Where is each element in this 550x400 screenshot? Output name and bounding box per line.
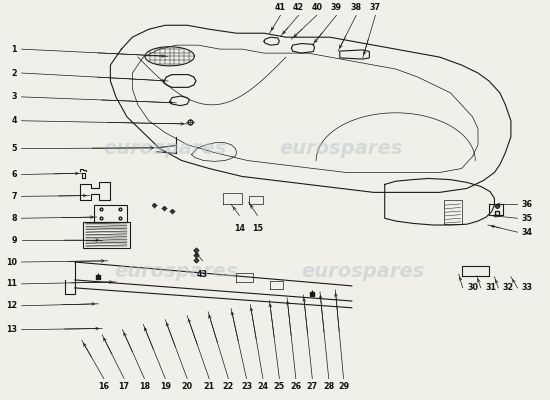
Text: 40: 40: [311, 3, 322, 12]
Text: 42: 42: [293, 3, 304, 12]
Text: 7: 7: [12, 192, 17, 201]
Text: 33: 33: [522, 283, 533, 292]
Text: 10: 10: [6, 258, 17, 266]
Text: 41: 41: [275, 3, 286, 12]
Text: 12: 12: [6, 301, 17, 310]
Text: eurospares: eurospares: [114, 262, 238, 282]
Text: eurospares: eurospares: [279, 139, 403, 158]
Text: eurospares: eurospares: [301, 262, 425, 282]
Text: 8: 8: [12, 214, 17, 223]
Text: 21: 21: [204, 382, 214, 391]
Text: 17: 17: [119, 382, 130, 391]
Text: 29: 29: [338, 382, 349, 391]
Text: 16: 16: [98, 382, 109, 391]
Text: 14: 14: [234, 224, 245, 233]
Text: 1: 1: [12, 45, 17, 54]
Text: 9: 9: [12, 236, 17, 245]
Text: 34: 34: [522, 228, 533, 237]
Text: eurospares: eurospares: [103, 139, 227, 158]
Text: 19: 19: [160, 382, 171, 391]
Text: 35: 35: [522, 214, 533, 223]
Text: 6: 6: [12, 170, 17, 179]
Text: 20: 20: [182, 382, 193, 391]
Text: 31: 31: [485, 283, 496, 292]
Text: 22: 22: [223, 382, 234, 391]
Text: 37: 37: [370, 3, 381, 12]
Text: 28: 28: [323, 382, 334, 391]
Text: 25: 25: [274, 382, 285, 391]
Text: 2: 2: [12, 68, 17, 78]
Text: 18: 18: [139, 382, 150, 391]
Text: 3: 3: [12, 92, 17, 101]
Text: 43: 43: [197, 270, 208, 278]
Text: 36: 36: [522, 200, 533, 209]
Text: 5: 5: [12, 144, 17, 153]
Text: 39: 39: [331, 3, 342, 12]
Text: 13: 13: [6, 325, 17, 334]
Text: 15: 15: [252, 224, 263, 233]
Text: 27: 27: [307, 382, 318, 391]
Text: 24: 24: [257, 382, 268, 391]
Text: 30: 30: [467, 283, 478, 292]
Text: 38: 38: [351, 3, 362, 12]
Text: 32: 32: [503, 283, 514, 292]
Text: 11: 11: [6, 280, 17, 288]
Text: 4: 4: [12, 116, 17, 125]
Text: 26: 26: [290, 382, 301, 391]
Text: 23: 23: [241, 382, 252, 391]
